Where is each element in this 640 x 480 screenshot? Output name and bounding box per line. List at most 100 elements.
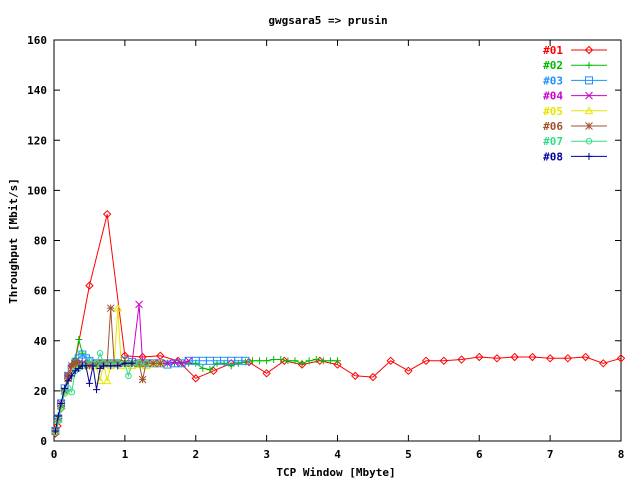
data-point [291,357,299,365]
data-point [492,354,502,363]
legend-marker [585,122,593,130]
data-point [135,360,143,367]
data-point [96,364,104,372]
data-point [163,359,172,368]
data-point [71,367,79,375]
data-point [89,362,97,370]
legend: #01 #02 #03 #04 #05 #06 #07 #08 [543,44,607,163]
data-point [298,359,306,367]
data-point [368,372,378,382]
legend-marker [584,45,594,55]
data-point [177,359,186,368]
data-point [138,375,147,384]
data-point [312,356,320,364]
x-tick-label: 7 [547,448,554,461]
data-point [241,356,250,365]
data-point [528,352,537,362]
legend-label: #02 [543,59,563,72]
data-point [326,357,334,365]
data-point [75,364,83,372]
y-axis-label: Throughput [Mbit/s] [7,178,20,304]
data-point [67,361,76,370]
data-point [334,357,341,365]
series-line [54,351,147,433]
data-point [142,360,150,367]
y-tick-label: 0 [40,435,47,448]
x-tick-label: 4 [334,448,341,461]
chart-title: gwgsara5 => prusin [268,14,387,27]
y-tick-label: 60 [34,285,47,298]
legend-marker [585,76,593,85]
data-point [128,359,136,367]
data-point [100,362,108,370]
y-tick-label: 160 [27,34,47,47]
data-point [404,366,413,376]
data-point [125,372,132,380]
x-tick-label: 1 [122,448,129,461]
plot-area: 0 1 2 3 4 5 6 7 8020406080100120140160#01#02#03#… [27,34,626,461]
legend-label: #03 [543,74,563,87]
data-point [93,360,100,367]
y-tick-label: 120 [27,134,47,147]
data-point [64,371,73,380]
data-point [184,356,193,365]
legend-marker [585,152,593,160]
data-point [64,377,72,385]
x-tick-label: 8 [618,448,625,461]
data-point [439,356,449,366]
legend-marker [585,61,593,69]
x-tick-label: 0 [51,448,58,461]
data-point [85,281,94,290]
data-point [102,376,112,385]
data-point [563,354,573,363]
data-point [319,357,327,365]
plot-frame [53,39,622,442]
data-point [68,388,76,396]
legend-label: #07 [543,135,563,148]
legend-label: #04 [543,90,563,103]
data-point [75,335,83,343]
data-point [270,356,278,364]
y-tick-label: 100 [27,184,47,197]
data-point [581,352,590,362]
data-point [475,352,484,362]
data-point [135,300,143,309]
data-point [227,362,235,370]
data-point [134,360,144,368]
data-point [85,361,94,370]
data-point [107,362,115,370]
y-tick-label: 140 [27,84,47,97]
data-point [57,399,65,407]
legend-marker [585,137,593,145]
x-tick-label: 3 [263,448,270,461]
series-08 [51,359,136,435]
data-point [545,354,555,363]
data-point [262,369,271,378]
data-point [82,362,90,370]
data-point [616,354,626,363]
data-point [102,209,112,219]
data-point [74,359,83,368]
data-point [86,357,93,365]
data-point [351,371,360,381]
legend-label: #01 [543,44,563,57]
data-point [421,356,431,366]
data-point [457,355,466,364]
data-point [191,374,200,383]
y-tick-label: 80 [34,235,47,248]
data-point [114,362,122,370]
data-point [71,359,80,368]
x-tick-label: 2 [192,448,199,461]
data-point [142,359,150,368]
series-01 [51,209,626,438]
data-point [305,357,313,365]
data-point [599,359,608,368]
data-point [51,427,59,435]
data-point [277,356,285,364]
data-point [256,357,264,365]
legend-label: #05 [543,105,563,118]
data-point [93,386,101,394]
data-point [284,357,292,365]
data-point [85,379,93,387]
